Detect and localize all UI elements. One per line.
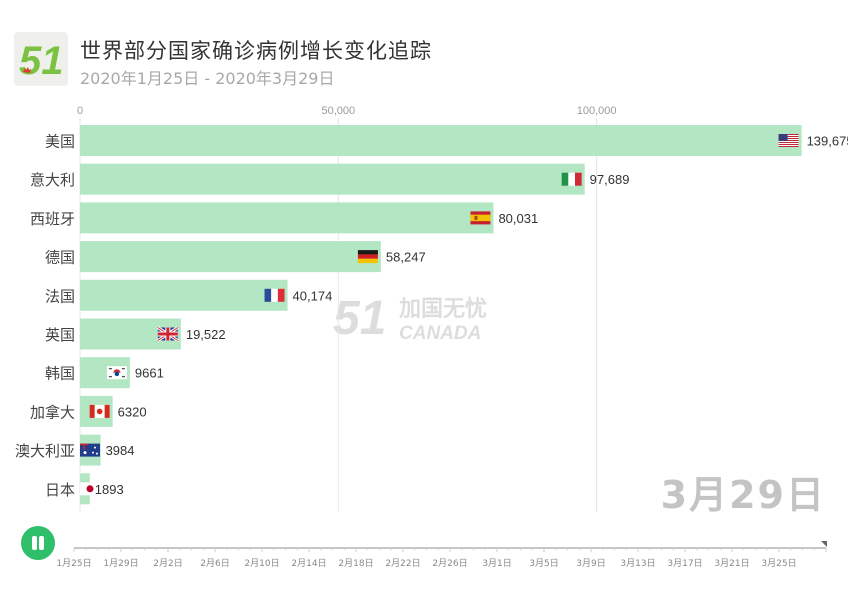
korea-flag-icon xyxy=(106,366,127,380)
france-flag-icon xyxy=(264,288,285,302)
x-tick-label: 100,000 xyxy=(577,105,617,117)
timeline-date-label: 1月25日 xyxy=(56,558,91,569)
bar xyxy=(80,279,288,311)
germany-flag-icon xyxy=(357,250,378,264)
category-label: 澳大利亚 xyxy=(15,442,75,460)
category-label: 意大利 xyxy=(30,171,75,189)
category-label: 韩国 xyxy=(45,365,75,383)
timeline-date-label: 3月25日 xyxy=(761,558,796,569)
logo-text: 51 xyxy=(19,39,64,83)
category-label: 英国 xyxy=(45,326,75,344)
data-label: 58,247 xyxy=(386,250,426,265)
timeline-date-label: 3月1日 xyxy=(482,558,511,569)
pause-button[interactable] xyxy=(21,526,55,560)
timeline-date-label: 2月2日 xyxy=(153,558,182,569)
category-label: 法国 xyxy=(45,287,75,305)
timeline-date-label: 2月22日 xyxy=(385,558,420,569)
x-tick-label: 50,000 xyxy=(321,105,355,117)
category-label: 日本 xyxy=(45,481,75,499)
data-label: 139,675 xyxy=(807,134,848,149)
data-label: 80,031 xyxy=(498,211,538,226)
data-label: 97,689 xyxy=(590,172,630,187)
data-label: 6320 xyxy=(118,404,147,419)
spain-flag-icon xyxy=(470,211,491,225)
timeline-date-label: 2月18日 xyxy=(338,558,373,569)
data-label: 1893 xyxy=(95,482,124,497)
timeline-date-label: 2月6日 xyxy=(200,558,229,569)
us-flag-icon xyxy=(778,134,799,147)
bar xyxy=(80,125,802,156)
uk-flag-icon xyxy=(157,326,179,342)
data-label: 19,522 xyxy=(186,327,226,342)
japan-flag-icon xyxy=(80,482,100,496)
timeline-date-label: 3月13日 xyxy=(620,558,655,569)
timeline-date-label: 1月29日 xyxy=(103,558,138,569)
data-label: 40,174 xyxy=(293,288,333,303)
x-tick-label: 0 xyxy=(77,105,83,117)
timeline-date-label: 3月17日 xyxy=(667,558,702,569)
timeline-date-label: 2月10日 xyxy=(244,558,279,569)
bar xyxy=(80,163,585,195)
bar xyxy=(80,202,494,234)
category-label: 加拿大 xyxy=(30,403,75,421)
current-date: 3月29日 xyxy=(660,473,826,517)
timeline-handle[interactable] xyxy=(821,541,827,547)
category-label: 美国 xyxy=(45,133,75,151)
category-label: 德国 xyxy=(45,249,75,267)
chart-subtitle: 2020年1月25日 - 2020年3月29日 xyxy=(80,69,335,88)
timeline-date-label: 2月26日 xyxy=(432,558,467,569)
bar xyxy=(80,241,381,273)
canada-flag-icon xyxy=(89,404,110,418)
timeline-date-label: 3月5日 xyxy=(529,558,558,569)
pause-icon xyxy=(32,536,37,550)
pause-icon-bar xyxy=(39,536,44,550)
timeline-date-label: 3月9日 xyxy=(576,558,605,569)
timeline-date-label: 2月14日 xyxy=(291,558,326,569)
australia-flag-icon xyxy=(80,443,100,457)
data-label: 3984 xyxy=(106,443,135,458)
category-label: 西班牙 xyxy=(30,210,75,228)
data-label: 9661 xyxy=(135,366,164,381)
logo: 51 xyxy=(14,32,68,86)
timeline-date-label: 3月21日 xyxy=(714,558,749,569)
italy-flag-icon xyxy=(561,172,582,186)
chart-title: 世界部分国家确诊病例增长变化追踪 xyxy=(80,39,432,63)
logo-icon: 51 xyxy=(19,39,64,83)
